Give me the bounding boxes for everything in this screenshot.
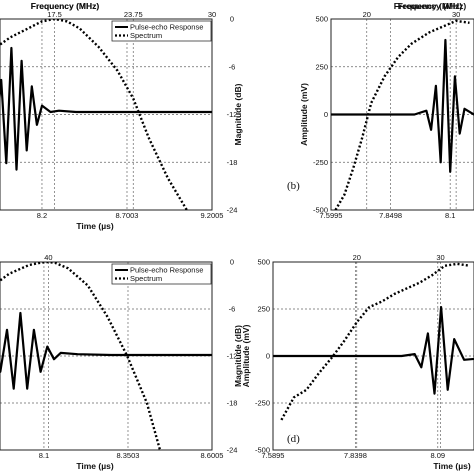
top-left-spectrum-line <box>0 19 188 210</box>
bottom-left-spectrum-line <box>0 262 162 450</box>
bottom-left-legend-entry: Spectrum <box>130 274 162 283</box>
top-left-top-axis-label: Frequency (MHz) <box>31 1 100 11</box>
top-right-pulse-echo-line <box>331 38 474 173</box>
bottom-left-pulse-echo-line <box>0 311 212 390</box>
top-right-y-axis-label: Amplitude (mV) <box>299 83 309 146</box>
top-right-y-tick-label: 500 <box>315 15 328 24</box>
top-right-panel-label: (b) <box>287 180 300 192</box>
top-right-bottom-tick-label: 8.1 <box>445 211 455 220</box>
bottom-right-bottom-tick-label: 8.09 <box>430 451 445 460</box>
top-left-y-axis-label: Magnitude (dB) <box>233 83 243 145</box>
top-left-bottom-axis-label: Time (µs) <box>76 221 114 231</box>
top-left-y-tick-label: -6 <box>229 62 236 71</box>
bottom-right-y-tick-label: 250 <box>257 305 270 314</box>
top-left-bottom-tick-label: 8.7003 <box>116 211 139 220</box>
bottom-left-bottom-axis-label: Time (µs) <box>76 461 114 471</box>
bottom-left-y-tick-label: -6 <box>229 305 236 314</box>
bottom-right-y-tick-label: -500 <box>255 446 270 455</box>
top-left-pulse-echo-line <box>0 46 212 171</box>
bottom-left-legend-box <box>111 263 212 285</box>
top-left-top-tick-label: 17.5 <box>47 10 62 19</box>
bottom-left-top-axis-label: Frequency (MHz) <box>31 1 100 11</box>
bottom-left-bottom-tick-label: 8.1 <box>39 451 49 460</box>
top-right-bottom-tick-label: 7.5995 <box>320 211 343 220</box>
top-right-y-tick-label: -250 <box>313 158 328 167</box>
top-left-bottom-tick-label: 9.2005 <box>201 211 224 220</box>
top-left-legend-box <box>111 20 212 42</box>
bottom-right-bottom-axis-label: Time (µs) <box>433 461 471 471</box>
top-left-top-tick-label: 30 <box>208 10 216 19</box>
bottom-left-y-axis-label: Magnitude (dB) <box>233 325 243 387</box>
bottom-left-y-tick-label: -18 <box>227 399 238 408</box>
bottom-right-y-tick-label: 500 <box>257 258 270 267</box>
bottom-right-top-tick-label: 30 <box>436 253 444 262</box>
top-right-top-tick-label: 20 <box>363 10 371 19</box>
top-left-legend-entry: Pulse-echo Response <box>130 23 203 32</box>
bottom-left-bottom-tick-label: 8.3503 <box>117 451 140 460</box>
bottom-right-y-axis-label: Amplitude (mV) <box>241 324 251 387</box>
bottom-left-bottom-tick-label: 8.6005 <box>201 451 224 460</box>
bottom-right-bottom-tick-label: 7.8398 <box>344 451 367 460</box>
bottom-right-panel-label: (d) <box>287 433 300 445</box>
top-left-bottom-tick-label: 8.2 <box>37 211 47 220</box>
bottom-right-pulse-echo-line <box>273 306 474 395</box>
bottom-left-top-tick-label: 40 <box>44 253 52 262</box>
top-left-legend-entry: Spectrum <box>130 31 162 40</box>
bottom-left-y-tick-label: 0 <box>230 258 234 267</box>
bottom-right-top-tick-label: 20 <box>353 253 361 262</box>
top-left-frame <box>0 18 213 211</box>
top-left-y-tick-label: -18 <box>227 158 238 167</box>
bottom-right-bottom-tick-label: 7.5895 <box>262 451 285 460</box>
bottom-left-frame <box>0 261 213 451</box>
bottom-right-y-tick-label: 0 <box>266 352 270 361</box>
bottom-right-y-tick-label: -250 <box>255 399 270 408</box>
top-left-y-tick-label: -12 <box>227 110 238 119</box>
bottom-left-legend-entry: Pulse-echo Response <box>130 266 203 275</box>
top-right-spectrum-line <box>334 19 470 210</box>
top-right-top-axis-label: Frequency (MHz) <box>398 1 467 11</box>
top-right-top-tick-label: 30 <box>452 10 460 19</box>
top-left-top-tick-label: 23.75 <box>124 10 143 19</box>
bottom-right-top-axis-label: Frequency (MHz) <box>394 1 463 11</box>
top-left-y-tick-label: 0 <box>230 15 234 24</box>
bottom-left-y-tick-label: -12 <box>227 352 238 361</box>
top-right-y-tick-label: -500 <box>313 206 328 215</box>
bottom-left-y-tick-label: -24 <box>227 446 238 455</box>
top-right-frame <box>330 18 474 211</box>
bottom-right-spectrum-line <box>280 262 470 421</box>
top-right-y-tick-label: 0 <box>324 110 328 119</box>
top-left-y-tick-label: -24 <box>227 206 238 215</box>
top-right-bottom-tick-label: 7.8498 <box>379 211 402 220</box>
top-right-y-tick-label: 250 <box>315 62 328 71</box>
bottom-right-frame <box>272 261 474 451</box>
